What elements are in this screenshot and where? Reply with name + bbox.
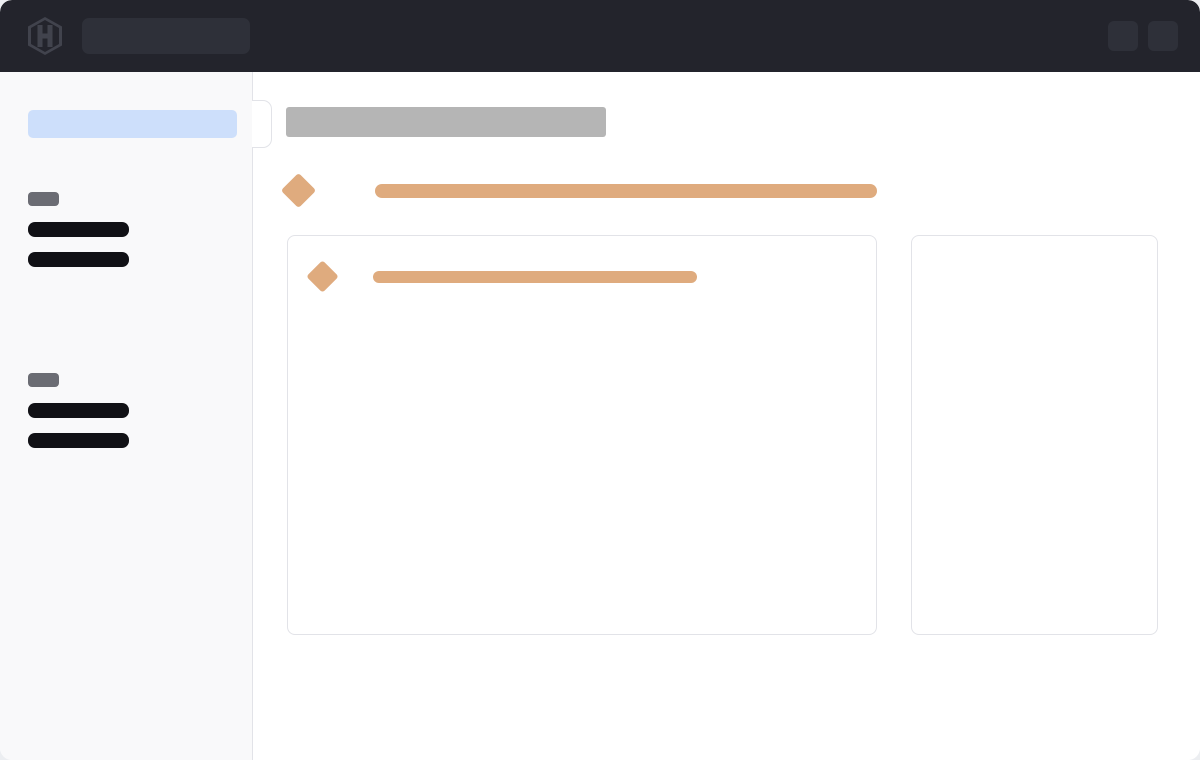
sidebar: [0, 72, 253, 760]
banner-text: [375, 184, 877, 198]
sidebar-group-2-label: [28, 373, 59, 387]
primary-card-header: [306, 260, 856, 293]
search-input[interactable]: [82, 18, 250, 54]
page-title: [286, 107, 606, 137]
sidebar-group-2: [0, 373, 253, 448]
body-area: [0, 72, 1200, 760]
primary-card-text: [373, 271, 697, 283]
sidebar-active-notch: [252, 100, 272, 148]
diamond-icon: [280, 172, 317, 209]
primary-card: [287, 235, 877, 635]
sidebar-item-selected[interactable]: [28, 110, 237, 138]
sidebar-group-1: [0, 192, 253, 267]
sidebar-item-1-1[interactable]: [28, 222, 129, 237]
sidebar-item-2-1[interactable]: [28, 403, 129, 418]
hashicorp-logo-icon[interactable]: [28, 17, 62, 55]
main-content: [253, 72, 1200, 760]
topbar: [0, 0, 1200, 72]
topbar-action-1-icon[interactable]: [1108, 21, 1138, 51]
sidebar-item-2-2[interactable]: [28, 433, 129, 448]
topbar-action-2-icon[interactable]: [1148, 21, 1178, 51]
secondary-card: [911, 235, 1158, 635]
sidebar-group-1-label: [28, 192, 59, 206]
banner: [280, 172, 886, 209]
topbar-actions: [1108, 21, 1178, 51]
diamond-icon: [306, 260, 339, 293]
sidebar-item-1-2[interactable]: [28, 252, 129, 267]
